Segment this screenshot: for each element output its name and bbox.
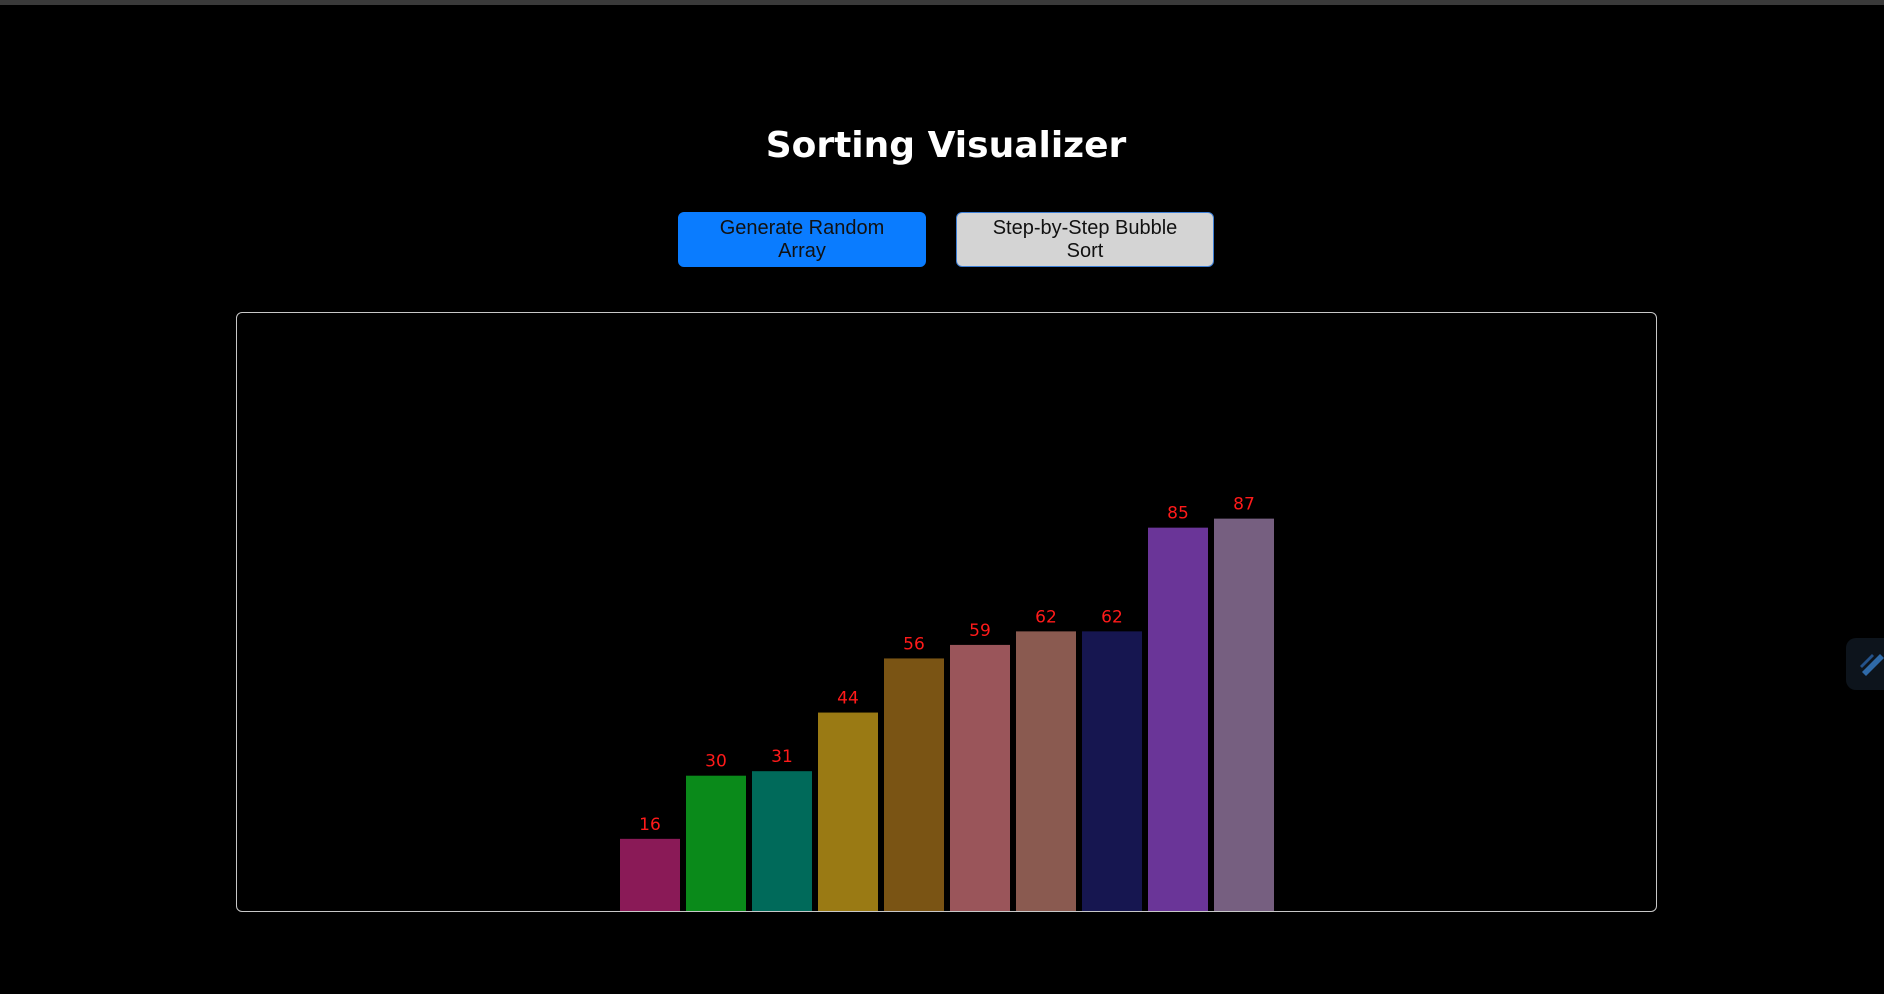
value-bar <box>950 644 1010 911</box>
bar-value-label: 59 <box>969 621 991 641</box>
bar-value-label: 16 <box>639 815 661 835</box>
bar-value-label: 56 <box>903 634 925 654</box>
bar-value-label: 62 <box>1035 607 1057 627</box>
generate-random-array-button[interactable]: Generate Random Array <box>678 212 926 267</box>
bar-value-label: 44 <box>837 689 859 709</box>
wand-icon <box>1860 654 1884 676</box>
array-visualization-frame: 16 30 31 44 56 59 62 62 85 87 <box>236 312 1657 912</box>
controls-bar: Generate Random Array Step-by-Step Bubbl… <box>0 212 1884 267</box>
bar-value-label: 62 <box>1101 607 1123 627</box>
bar-value-label: 31 <box>771 747 793 767</box>
value-bar <box>752 771 812 911</box>
bubble-sort-step-button[interactable]: Step-by-Step Bubble Sort <box>956 212 1214 267</box>
value-bar <box>686 775 746 911</box>
value-bar <box>818 712 878 911</box>
value-bar <box>620 838 680 911</box>
value-bar <box>1214 518 1274 911</box>
bar-value-label: 87 <box>1233 495 1255 515</box>
side-panel-tab[interactable] <box>1846 638 1884 690</box>
value-bar <box>1016 631 1076 911</box>
page-title: Sorting Visualizer <box>765 125 1127 166</box>
browser-top-strip <box>0 0 1884 5</box>
value-bar <box>884 658 944 911</box>
value-bar <box>1148 527 1208 911</box>
value-bar <box>1082 631 1142 911</box>
bar-value-label: 85 <box>1167 504 1189 524</box>
bar-value-label: 30 <box>705 752 727 772</box>
bar-chart: 16 30 31 44 56 59 62 62 85 87 <box>620 495 1274 911</box>
